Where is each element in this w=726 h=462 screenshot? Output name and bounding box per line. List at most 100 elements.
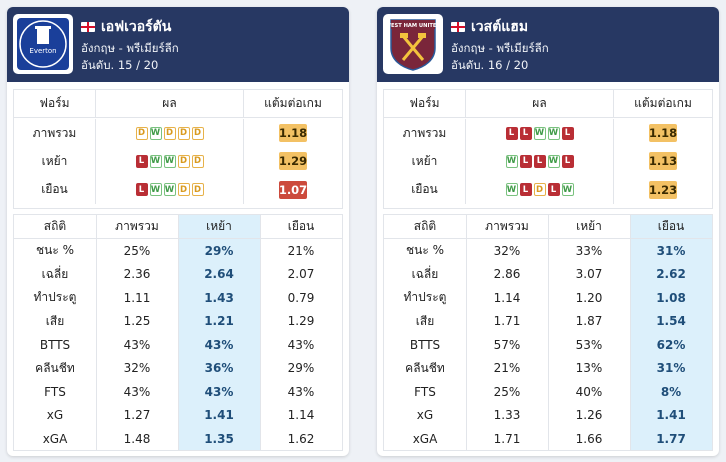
stats-cell: 1.25 — [123, 314, 151, 329]
result-badge: W — [163, 183, 176, 196]
west-ham-crest-icon[interactable]: WEST HAM UNITED — [383, 14, 443, 74]
england-flag-icon — [81, 22, 95, 32]
stats-cell: 2.64 — [204, 267, 234, 282]
stats-cell: 62% — [656, 337, 686, 352]
stats-cell: xGA — [412, 431, 438, 446]
stats-row: คลีนชีท 32% 36% 29% — [14, 357, 342, 381]
column-divider — [548, 215, 549, 450]
stats-row: FTS 43% 43% 43% — [14, 380, 342, 404]
form-row: เหย้า L W W D D 1.29 — [14, 147, 342, 175]
result-badge: W — [149, 183, 162, 196]
stats-cell: 25% — [493, 384, 521, 399]
stats-cell: 31% — [656, 243, 686, 258]
result-badge: D — [177, 126, 190, 140]
stats-row: xGA 1.48 1.35 1.62 — [14, 427, 342, 451]
form-header-results: ผล — [466, 90, 614, 117]
stats-cell: 1.35 — [204, 431, 234, 446]
ppg-badge: 1.29 — [278, 152, 308, 170]
column-divider — [96, 215, 97, 450]
result-badge: D — [533, 183, 546, 196]
ppg-badge: 1.07 — [278, 180, 308, 199]
everton-crest-icon[interactable]: Everton — [13, 14, 73, 74]
result-badge: W — [163, 154, 176, 168]
stats-cell: เฉลี่ย — [41, 266, 69, 281]
stats-cell: 1.11 — [123, 290, 151, 305]
team-header: WEST HAM UNITED เวสต์แฮม อังกฤษ - พรีเมี… — [377, 7, 719, 82]
form-header-results: ผล — [96, 90, 244, 117]
stats-header-cell: เหย้า — [576, 218, 602, 233]
result-badge: L — [135, 154, 148, 168]
stats-row: เฉลี่ย 2.36 2.64 2.07 — [14, 263, 342, 287]
stats-cell: 1.87 — [575, 314, 603, 329]
stats-cell: 1.48 — [123, 431, 151, 446]
stats-header-cell: เยือน — [287, 218, 315, 233]
stats-cell: 1.21 — [204, 314, 234, 329]
stats-cell: FTS — [414, 384, 436, 399]
stats-cell: 1.08 — [656, 290, 686, 305]
form-row-label: เยือน — [14, 175, 96, 204]
result-badge: L — [135, 183, 148, 196]
stats-cell: 1.27 — [123, 408, 151, 423]
form-header-ppg: แต้มต่อเกม — [264, 96, 322, 110]
stats-row: BTTS 57% 53% 62% — [384, 333, 712, 357]
stats-cell: 43% — [287, 384, 315, 399]
ppg-cell: 1.18 — [244, 119, 342, 147]
result-badge: W — [561, 183, 574, 196]
stats-cell: 1.54 — [656, 314, 686, 329]
stats-cell: xG — [416, 408, 434, 423]
stats-cell: 2.36 — [123, 267, 151, 282]
team-name[interactable]: เวสต์แฮม — [471, 19, 529, 35]
stats-row: คลีนชีท 21% 13% 31% — [384, 357, 712, 381]
rank-label: อันดับ. 15 / 20 — [81, 58, 159, 72]
form-header-ppg: แต้มต่อเกม — [634, 96, 692, 110]
stats-cell: 40% — [575, 384, 603, 399]
result-badge: D — [191, 154, 204, 168]
stats-row: xG 1.33 1.26 1.41 — [384, 404, 712, 428]
stats-header-row: สถิติ ภาพรวม เหย้า เยือน — [384, 215, 712, 239]
stats-row: xG 1.27 1.41 1.14 — [14, 404, 342, 428]
stats-cell: 43% — [123, 384, 151, 399]
league-label[interactable]: อังกฤษ - พรีเมียร์ลีก — [81, 41, 179, 55]
stats-cell: xGA — [42, 431, 68, 446]
result-badge: D — [177, 154, 190, 168]
ppg-cell: 1.18 — [614, 119, 712, 147]
result-badge: W — [533, 126, 546, 140]
stats-cell: คลีนชีท — [35, 360, 75, 375]
stats-cell: 1.14 — [493, 290, 521, 305]
england-flag-icon — [451, 22, 465, 32]
ppg-cell: 1.07 — [244, 175, 342, 204]
stats-row: เสีย 1.71 1.87 1.54 — [384, 310, 712, 334]
team-name[interactable]: เอฟเวอร์ตัน — [101, 19, 172, 35]
stats-header-cell: ภาพรวม — [115, 218, 159, 233]
stats-cell: xG — [46, 408, 64, 423]
stats-row: เสีย 1.25 1.21 1.29 — [14, 310, 342, 334]
stats-cell: 13% — [575, 361, 603, 376]
stats-cell: 1.26 — [575, 408, 603, 423]
stats-cell: BTTS — [39, 337, 71, 352]
stats-cell: 1.71 — [493, 431, 521, 446]
result-badge: L — [519, 154, 532, 168]
stats-cell: BTTS — [409, 337, 441, 352]
result-badge: D — [163, 126, 176, 140]
stats-cell: 33% — [575, 243, 603, 258]
stats-header-cell: เยือน — [657, 218, 685, 233]
stats-row: ทำประตู 1.14 1.20 1.08 — [384, 286, 712, 310]
stats-cell: 1.20 — [575, 290, 603, 305]
stats-cell: เสีย — [45, 313, 65, 328]
ppg-cell: 1.29 — [244, 147, 342, 175]
stats-cell: 1.41 — [204, 408, 234, 423]
stats-row: xGA 1.71 1.66 1.77 — [384, 427, 712, 451]
stats-header-cell: สถิติ — [413, 218, 437, 233]
team-title-line: เวสต์แฮม — [451, 16, 528, 38]
stats-cell: 43% — [123, 337, 151, 352]
form-row-label: เหย้า — [384, 147, 466, 175]
stats-cell: 1.77 — [656, 431, 686, 446]
stats-cell: 1.43 — [204, 290, 234, 305]
form-row: เหย้า W L L W L 1.13 — [384, 147, 712, 175]
result-badge: L — [519, 126, 532, 140]
team-title-line: เอฟเวอร์ตัน — [81, 16, 171, 38]
stats-row: เฉลี่ย 2.86 3.07 2.62 — [384, 263, 712, 287]
league-label[interactable]: อังกฤษ - พรีเมียร์ลีก — [451, 41, 549, 55]
